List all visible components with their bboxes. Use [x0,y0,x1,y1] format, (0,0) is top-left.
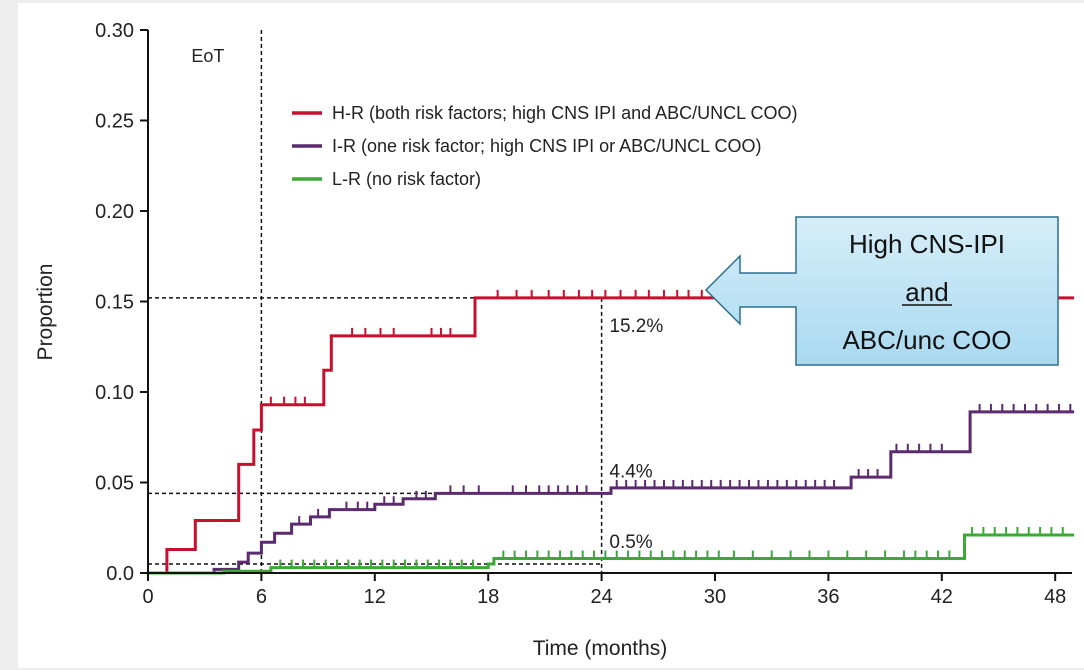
y-tick-label: 0.15 [95,292,134,314]
x-tick-label: 0 [142,586,153,608]
percent-annotation: 15.2% [609,316,663,337]
legend-label: L-R (no risk factor) [332,169,481,189]
series-line [148,533,1075,575]
x-tick-label: 6 [256,586,267,608]
legend-label: I-R (one risk factor; high CNS IPI or AB… [332,136,761,156]
x-tick-label: 12 [364,586,386,608]
callout-arrow [704,216,1059,366]
x-tick-label: 24 [590,586,612,608]
callout-line-2: and [905,277,948,307]
y-axis-title: Proportion [34,264,57,361]
callout-line-1: High CNS-IPI [849,229,1005,259]
y-tick-label: 0.10 [95,382,134,404]
x-tick-label: 48 [1044,586,1066,608]
x-axis-title: Time (months) [533,637,668,660]
x-tick-label: 30 [704,586,726,608]
y-tick-label: 0.30 [95,20,134,42]
legend-label: H-R (both risk factors; high CNS IPI and… [332,103,797,123]
y-tick-label: 0.25 [95,111,134,133]
callout-line-3: ABC/unc COO [842,325,1011,355]
x-tick-label: 18 [477,586,499,608]
y-tick-label: 0.05 [95,473,134,495]
reference-line-label: EoT [191,46,224,66]
series-line [148,296,1075,575]
x-tick-label: 42 [931,586,953,608]
series-line [148,410,1075,575]
percent-annotation: 0.5% [609,532,652,553]
percent-annotation: 4.4% [609,461,652,482]
y-tick-label: 0.20 [95,201,134,223]
y-tick-label: 0.0 [106,563,134,585]
x-tick-label: 36 [817,586,839,608]
